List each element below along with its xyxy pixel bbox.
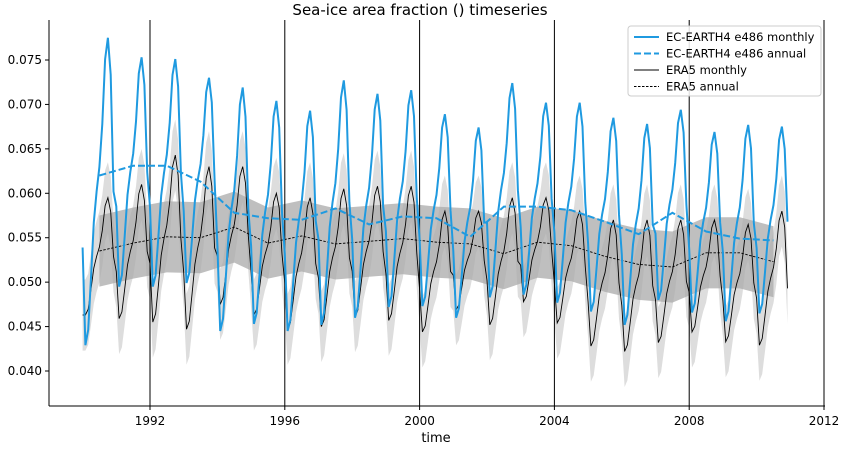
- legend: EC-EARTH4 e486 monthly EC-EARTH4 e486 ann…: [627, 25, 822, 97]
- era5-annual-line: [99, 226, 774, 268]
- y-tick-label: 0.070: [8, 97, 42, 111]
- x-tick-label: 1996: [270, 414, 301, 428]
- std-bands: [82, 119, 788, 387]
- legend-label: EC-EARTH4 e486 monthly: [666, 30, 815, 44]
- chart-title: Sea-ice area fraction () timeseries: [292, 1, 547, 19]
- y-tick-label: 0.040: [8, 364, 42, 378]
- y-tick-label: 0.065: [8, 142, 42, 156]
- legend-label: ERA5 monthly: [666, 63, 747, 77]
- x-tick-label: 1992: [135, 414, 166, 428]
- ec-earth-annual-line: [99, 164, 774, 242]
- y-tick-label: 0.055: [8, 231, 42, 245]
- x-tick-label: 2012: [809, 414, 840, 428]
- legend-label: EC-EARTH4 e486 annual: [666, 47, 806, 61]
- legend-label: ERA5 annual: [666, 80, 739, 94]
- x-axis-label: time: [421, 431, 450, 446]
- y-tick-label: 0.050: [8, 275, 42, 289]
- ec-earth-monthly-line: [81, 37, 789, 346]
- series-lines: [81, 37, 789, 352]
- era5-annual-std-band: [99, 191, 774, 303]
- y-tick-label: 0.045: [8, 320, 42, 334]
- x-tick-label: 2000: [404, 414, 435, 428]
- y-ticks: 0.040 0.045 0.050 0.055 0.060 0.065 0.070 0.075: [8, 53, 49, 378]
- x-ticks: 1992 1996 2000 2004 2008 2012: [135, 406, 840, 428]
- era5-monthly-line: [82, 154, 788, 352]
- y-tick-label: 0.075: [8, 53, 42, 67]
- y-tick-label: 0.060: [8, 186, 42, 200]
- x-tick-label: 2004: [539, 414, 570, 428]
- x-tick-label: 2008: [674, 414, 705, 428]
